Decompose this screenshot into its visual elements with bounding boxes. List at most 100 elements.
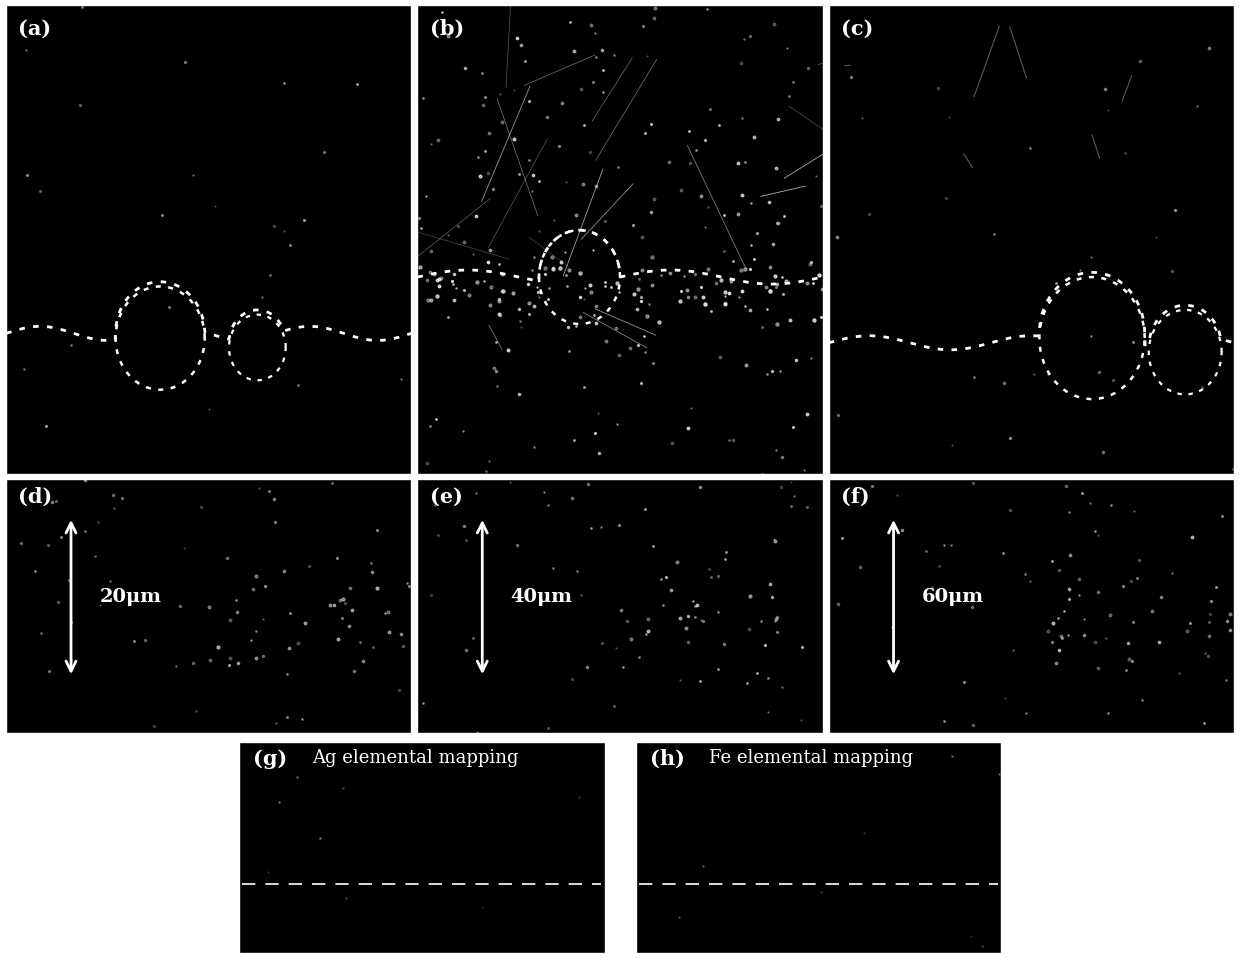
Point [797, 275, 817, 290]
Point [691, 612, 711, 627]
Point [1123, 614, 1143, 629]
Point [456, 643, 476, 658]
Point [206, 198, 226, 214]
Point [160, 299, 180, 314]
Point [428, 272, 448, 287]
Point [652, 597, 672, 612]
Point [427, 411, 446, 426]
Point [693, 858, 713, 874]
Point [467, 725, 487, 741]
Point [740, 238, 760, 253]
Point [428, 527, 448, 542]
Point [684, 609, 704, 625]
Point [637, 48, 657, 63]
Point [1048, 610, 1068, 626]
Point [591, 519, 611, 535]
Point [1089, 365, 1109, 380]
Point [1169, 666, 1189, 681]
Point [708, 118, 728, 133]
Point [86, 548, 105, 563]
Point [744, 130, 764, 146]
Point [715, 297, 735, 312]
Point [523, 298, 543, 313]
Point [649, 314, 668, 330]
Point [766, 611, 786, 627]
Point [676, 621, 696, 636]
Point [636, 627, 656, 642]
Point [1112, 579, 1132, 594]
Point [557, 267, 577, 283]
Point [806, 169, 826, 184]
Point [427, 288, 446, 304]
Point [940, 109, 960, 125]
Point [760, 283, 780, 298]
Point [247, 650, 267, 666]
Point [362, 564, 382, 580]
Point [564, 433, 584, 448]
Point [449, 218, 469, 234]
Point [479, 453, 498, 468]
Point [417, 273, 436, 288]
Point [1049, 643, 1069, 658]
Point [481, 279, 501, 294]
Point [613, 659, 632, 674]
Point [624, 286, 644, 302]
Point [758, 671, 777, 686]
Point [779, 88, 799, 103]
Point [609, 517, 629, 533]
Point [1043, 615, 1063, 630]
Point [631, 293, 651, 308]
Point [265, 514, 285, 530]
Point [1073, 486, 1092, 501]
Point [635, 502, 655, 517]
Point [631, 289, 651, 305]
Point [1199, 614, 1219, 629]
Point [443, 274, 463, 289]
Point [801, 254, 821, 269]
Point [1220, 622, 1240, 637]
Point [1115, 146, 1135, 161]
Point [677, 282, 697, 297]
Point [1220, 606, 1240, 622]
Point [1087, 527, 1107, 542]
Point [528, 284, 548, 299]
Point [42, 494, 62, 510]
Point [1081, 250, 1101, 265]
Point [418, 293, 438, 308]
Point [801, 351, 821, 366]
Point [1122, 334, 1142, 350]
Point [941, 537, 961, 553]
Point [563, 672, 583, 687]
Point [680, 156, 699, 171]
Point [740, 262, 760, 277]
Point [1001, 431, 1021, 446]
Point [487, 378, 507, 394]
Point [542, 249, 562, 264]
Point [564, 43, 584, 58]
Point [966, 584, 986, 600]
Point [503, 285, 523, 301]
Point [740, 303, 760, 318]
Point [609, 348, 629, 363]
Point [507, 537, 527, 553]
Point [765, 613, 785, 628]
Point [363, 640, 383, 655]
Point [74, 524, 94, 539]
Point [198, 401, 218, 417]
Point [671, 673, 691, 688]
Point [505, 131, 525, 147]
Point [580, 520, 600, 536]
Point [454, 235, 474, 250]
Point [774, 208, 794, 223]
Point [1123, 504, 1143, 519]
Point [686, 142, 706, 157]
Point [1049, 562, 1069, 578]
Point [768, 216, 787, 231]
Point [255, 579, 275, 594]
Point [714, 288, 734, 304]
Point [593, 84, 613, 100]
Point [559, 262, 579, 277]
Point [314, 144, 334, 159]
Point [719, 432, 739, 447]
Point [645, 10, 665, 25]
